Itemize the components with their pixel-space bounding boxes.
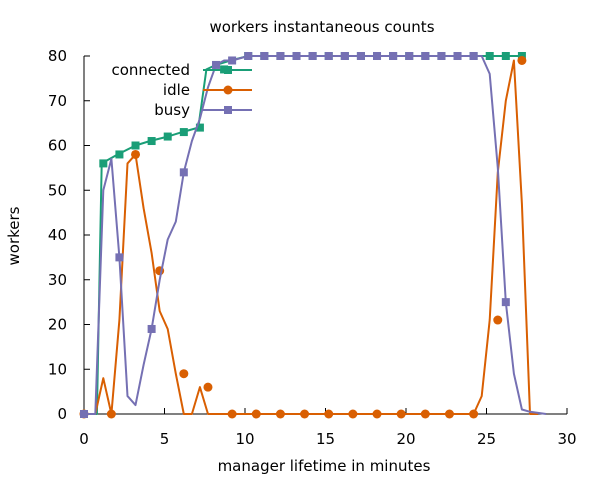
data-point-busy	[469, 52, 478, 60]
y-tick-label: 50	[48, 181, 67, 199]
y-tick-label: 0	[57, 405, 67, 423]
data-point-busy	[260, 52, 269, 60]
data-point-busy	[276, 52, 285, 60]
data-point-idle	[227, 409, 237, 419]
data-point-idle	[372, 409, 382, 419]
data-point-idle	[300, 409, 310, 419]
y-tick-label: 60	[48, 137, 67, 155]
data-point-connected	[179, 128, 188, 137]
x-tick-label: 10	[235, 430, 254, 448]
legend: connected idle busy	[111, 61, 252, 119]
x-tick-label: 30	[557, 430, 576, 448]
y-axis-title: workers	[5, 206, 23, 265]
data-point-idle	[396, 409, 406, 419]
data-point-idle	[179, 369, 189, 379]
data-point-busy	[244, 52, 253, 60]
data-point-idle	[203, 382, 213, 392]
chart-title: workers instantaneous counts	[209, 18, 434, 36]
y-tick-label: 80	[48, 47, 67, 65]
data-point-busy	[389, 52, 398, 60]
series-line-connected	[84, 55, 522, 415]
x-axis-title: manager lifetime in minutes	[218, 457, 431, 475]
y-tick-label: 70	[48, 92, 67, 110]
data-point-busy	[437, 52, 446, 60]
data-point-busy	[501, 298, 510, 307]
data-point-busy	[147, 324, 156, 333]
series-idle	[79, 55, 538, 419]
data-point-busy	[453, 52, 462, 60]
x-tick-label: 5	[160, 430, 170, 448]
x-tick-label: 15	[316, 430, 335, 448]
x-tick-label: 0	[79, 430, 89, 448]
data-point-busy	[179, 168, 188, 177]
data-point-connected	[147, 137, 156, 146]
data-point-busy	[292, 52, 301, 60]
series-busy	[80, 52, 547, 418]
data-point-idle	[348, 409, 358, 419]
legend-marker	[224, 106, 232, 114]
legend-item-connected: connected	[111, 61, 252, 79]
axes: 0 5 10 15 20 25 30 0 10 20 30 40 50 60 70 80	[48, 47, 577, 448]
x-tick-label: 20	[396, 430, 415, 448]
legend-item-busy: busy	[154, 101, 252, 119]
series-connected	[80, 52, 526, 418]
data-point-idle	[106, 409, 116, 419]
series-line-idle	[84, 59, 538, 415]
legend-marker	[223, 85, 233, 95]
data-point-busy	[373, 52, 382, 60]
data-point-busy	[405, 52, 414, 60]
legend-item-idle: idle	[163, 81, 252, 99]
data-point-busy	[115, 253, 124, 262]
data-point-idle	[420, 409, 430, 419]
data-point-idle	[517, 55, 527, 65]
data-point-idle	[444, 409, 454, 419]
data-point-connected	[163, 132, 172, 141]
data-point-busy	[308, 52, 317, 60]
data-point-idle	[493, 315, 503, 325]
data-point-connected	[131, 141, 140, 150]
data-point-idle	[275, 409, 285, 419]
data-point-connected	[99, 159, 108, 168]
y-tick-label: 10	[48, 360, 67, 378]
y-tick-label: 30	[48, 271, 67, 289]
data-point-idle	[324, 409, 334, 419]
legend-label: busy	[154, 101, 190, 119]
data-point-connected	[115, 150, 124, 159]
data-point-busy	[340, 52, 349, 60]
data-point-idle	[251, 409, 261, 419]
legend-marker	[224, 66, 232, 74]
y-tick-label: 20	[48, 316, 67, 334]
data-point-idle	[469, 409, 479, 419]
data-point-idle	[131, 149, 141, 159]
data-point-busy	[421, 52, 430, 60]
data-point-connected	[485, 52, 494, 60]
x-tick-label: 25	[477, 430, 496, 448]
data-point-busy	[356, 52, 365, 60]
data-point-busy	[228, 56, 237, 65]
series-line-busy	[84, 55, 547, 415]
data-point-busy	[324, 52, 333, 60]
data-point-connected	[195, 123, 204, 132]
legend-label: connected	[111, 61, 190, 79]
data-point-busy	[212, 60, 221, 69]
data-point-connected	[501, 52, 510, 60]
legend-label: idle	[163, 81, 190, 99]
data-point-busy	[80, 410, 88, 418]
y-tick-label: 40	[48, 226, 67, 244]
plot-area	[79, 52, 547, 419]
